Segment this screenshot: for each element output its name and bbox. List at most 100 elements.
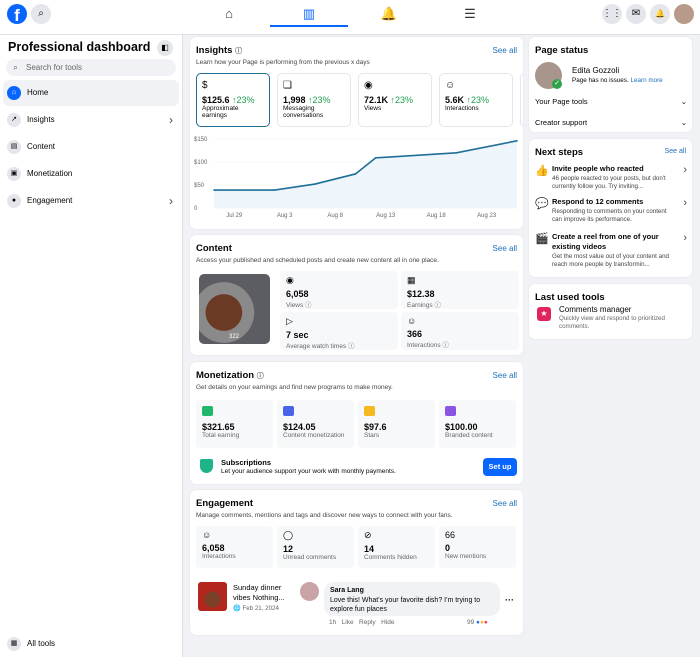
learn-more-link[interactable]: Learn more (630, 77, 663, 84)
engagement-stat[interactable]: ◯ 12 Unread comments (277, 526, 354, 568)
profile-avatar[interactable] (674, 4, 694, 24)
next-step-desc: 46 people reacted to your posts, but don… (552, 175, 666, 190)
stat-icon: ▦ (407, 275, 416, 285)
insight-tile[interactable]: $ $125.6 ↑23% Approximate earnings (196, 73, 270, 127)
tile-change: ↑23% (390, 95, 414, 105)
engagement-stat[interactable]: 66 0 New mentions (439, 526, 516, 568)
search-icon: ⌕ (13, 62, 19, 72)
page-name[interactable]: Edita Gozzoli (572, 66, 620, 75)
engagement-stat[interactable]: ☺ 6,058 Interactions (196, 526, 273, 568)
stat-value: $100.00 (445, 422, 478, 432)
messenger-icon[interactable]: ✉ (626, 4, 646, 24)
tile-icon: $ (202, 80, 208, 91)
insight-tile[interactable]: ❏ 1,998 ↑23% Messaging conversations (277, 73, 351, 127)
notifications-tab[interactable]: 🔔 (350, 0, 428, 27)
post-title[interactable]: Sunday dinner vibes Nothing... (233, 583, 285, 602)
menu-tab[interactable]: ☰ (431, 0, 509, 27)
commenter-avatar[interactable] (300, 582, 319, 601)
sidebar-item-insights[interactable]: ↗ Insights › (3, 107, 179, 133)
chevron-down-icon: ⌄ (680, 97, 687, 106)
monetization-stat[interactable]: $321.65 Total earning (196, 400, 273, 448)
insights-card: Insights ⓘ Learn how your Page is perfor… (190, 37, 523, 229)
next-step-item[interactable]: 💬 Respond to 12 comments Responding to com… (535, 197, 687, 229)
stat-label: Comments hidden (364, 554, 417, 561)
engagement-stat[interactable]: ⊘ 14 Comments hidden (358, 526, 435, 568)
sidebar-item-home[interactable]: ⌂ Home (3, 80, 179, 106)
engagement-card: Engagement Manage comments, mentions and… (190, 490, 523, 635)
content-stat[interactable]: ▦ $12.38 Earnings ⓘ (401, 271, 519, 309)
post-thumbnail[interactable]: 322 (199, 274, 270, 344)
comments-manager-link[interactable]: Comments manager (559, 305, 632, 314)
monetization-icon (283, 406, 294, 416)
tile-change: ↑23% (308, 95, 331, 105)
collapse-sidebar-icon[interactable]: ◧ (157, 40, 173, 56)
monetization-stat[interactable]: $97.6 Stars (358, 400, 435, 448)
stat-icon: ▷ (286, 316, 293, 326)
dashboard-icon: ▥ (302, 6, 316, 21)
content-stat[interactable]: ☺ 366 Interactions ⓘ (401, 312, 519, 350)
insight-tile[interactable]: 👤2 N (520, 73, 523, 127)
sidebar-item-monetization[interactable]: ▣ Monetization (3, 161, 179, 187)
search-tools-input[interactable]: ⌕ Search for tools (6, 59, 176, 76)
comment-more-button[interactable]: ··· (505, 595, 514, 605)
next-step-title: Respond to 12 comments (552, 197, 644, 206)
creator-support-toggle[interactable]: Creator support ⌄ (535, 118, 687, 127)
y-tick-label: $100 (194, 160, 208, 166)
reply-button[interactable]: Reply (359, 619, 376, 626)
engagement-icon: ● (7, 194, 21, 208)
engagement-see-all-link[interactable]: See all (492, 499, 517, 508)
tile-value: 5.6K (445, 95, 465, 105)
home-icon: ⌂ (225, 6, 233, 21)
verified-check-icon: ✓ (552, 79, 562, 89)
sidebar-item-all-tools[interactable]: ▦ All tools (3, 631, 179, 657)
content-stat[interactable]: ◉ 6,058 Views ⓘ (280, 271, 398, 309)
stat-value: $12.38 (407, 289, 435, 299)
facebook-logo[interactable]: f (7, 4, 27, 24)
insights-see-all-link[interactable]: See all (492, 46, 517, 55)
stat-label: Total earning (202, 432, 240, 439)
your-page-tools-toggle[interactable]: Your Page tools ⌄ (535, 97, 687, 106)
page-status-text: Page has no issues. Learn more (572, 77, 663, 84)
data-point (213, 189, 215, 191)
next-step-icon: 🎬 (535, 233, 549, 245)
monetization-see-all-link[interactable]: See all (492, 371, 517, 380)
hide-button[interactable]: Hide (381, 619, 395, 626)
insights-chart: $150 $100 $50 0 Jul 29 Aug 3 Aug 8 Aug 13 Aug 18… (194, 137, 518, 219)
stat-value: 12 (283, 544, 294, 554)
home-tab[interactable]: ⌂ (190, 0, 268, 27)
search-icon[interactable]: ⌕ (31, 4, 51, 24)
notifications-icon[interactable]: 🔔 (650, 4, 670, 24)
insights-subtitle: Learn how your Page is performing from t… (196, 59, 370, 66)
area-fill (214, 140, 517, 208)
post-thumbnail[interactable] (198, 582, 227, 611)
next-step-item[interactable]: 🎬 Create a reel from one of your existing… (535, 232, 687, 268)
next-step-item[interactable]: 👍 Invite people who reacted 46 people reac… (535, 164, 687, 196)
apps-grid-icon[interactable]: ⋮⋮ (602, 4, 622, 24)
set-up-button[interactable]: Set up (483, 458, 517, 476)
content-see-all-link[interactable]: See all (492, 244, 517, 253)
tile-label: Views (364, 105, 382, 112)
dashboard-tab[interactable]: ▥ (270, 0, 348, 27)
chevron-right-icon: › (169, 194, 173, 208)
monetization-stat[interactable]: $100.00 Branded content (439, 400, 516, 448)
next-step-title: Invite people who reacted (552, 164, 644, 173)
content-stat[interactable]: ▷ 7 sec Average watch times ⓘ (280, 312, 398, 350)
like-button[interactable]: Like (341, 619, 354, 626)
data-point (516, 140, 518, 142)
stat-label: Content monetization (283, 432, 345, 439)
content-title: Content (196, 243, 232, 254)
monetization-stat[interactable]: $124.05 Content monetization (277, 400, 354, 448)
info-icon: ⓘ (434, 302, 441, 309)
insight-tile[interactable]: ◉ 72.1K ↑23% Views (358, 73, 432, 127)
comment-text: Love this! What's your favorite dish? I'… (330, 596, 481, 614)
menu-icon: ☰ (464, 6, 476, 21)
data-point (273, 189, 276, 191)
comment-author[interactable]: Sara Lang (330, 587, 364, 594)
insight-tile[interactable]: ☺ 5.6K ↑23% Interactions (439, 73, 513, 127)
sidebar-item-engagement[interactable]: ● Engagement › (3, 188, 179, 214)
next-steps-title: Next steps (535, 147, 584, 158)
sidebar-item-content[interactable]: ▤ Content (3, 134, 179, 160)
next-steps-see-all-link[interactable]: See all (664, 148, 686, 155)
tile-change: ↑23% (232, 95, 255, 105)
stat-value: $124.05 (283, 422, 316, 432)
